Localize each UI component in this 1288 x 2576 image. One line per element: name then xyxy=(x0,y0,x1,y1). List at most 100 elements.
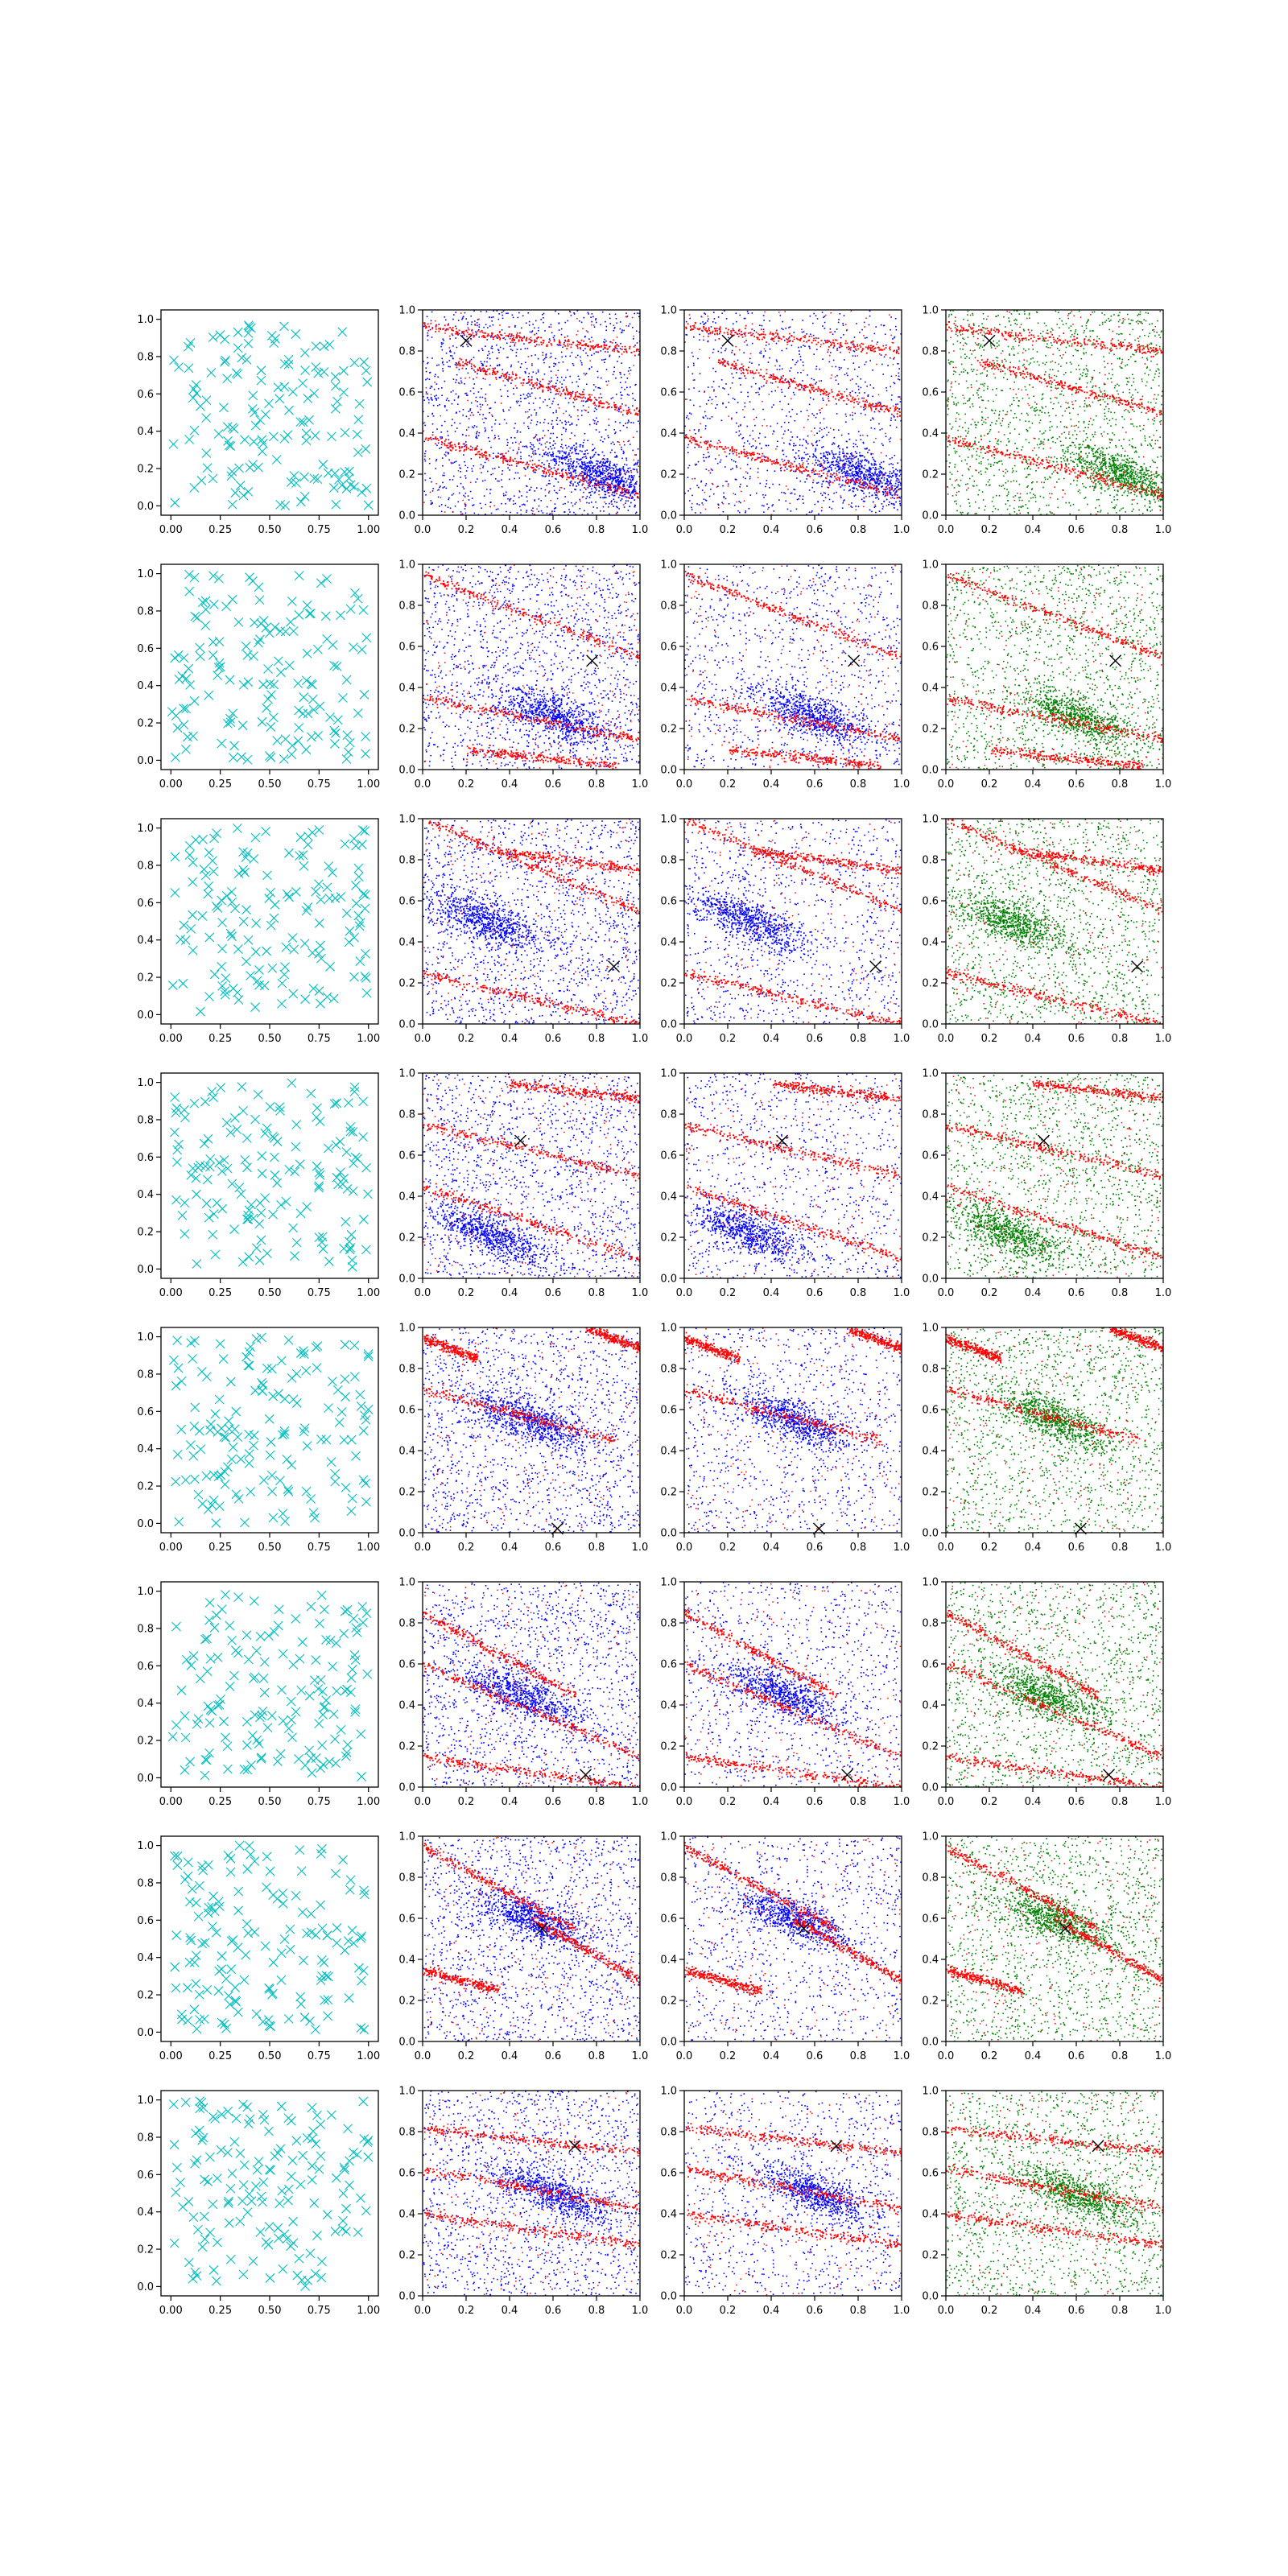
scatter-point xyxy=(529,394,530,395)
scatter-point xyxy=(736,479,737,481)
scatter-point xyxy=(551,356,552,357)
scatter-point xyxy=(774,390,776,392)
scatter-point xyxy=(594,420,596,422)
scatter-point xyxy=(760,457,762,459)
scatter-point xyxy=(859,483,861,485)
scatter-point xyxy=(837,456,839,458)
scatter-point xyxy=(777,441,778,443)
scatter-point xyxy=(779,464,781,466)
scatter-point xyxy=(636,469,638,470)
scatter-point xyxy=(708,333,710,335)
scatter-point xyxy=(727,361,729,363)
scatter-point xyxy=(881,354,882,356)
scatter-point xyxy=(615,314,617,316)
scatter-point xyxy=(546,454,547,456)
scatter-point xyxy=(836,477,837,479)
scatter-point xyxy=(487,355,489,357)
scatter-point xyxy=(700,481,702,483)
scatter-point xyxy=(559,362,560,364)
scatter-point xyxy=(738,426,740,427)
scatter-point xyxy=(561,387,563,389)
scatter-point xyxy=(857,458,859,460)
scatter-point xyxy=(803,457,805,459)
scatter-point xyxy=(551,471,552,473)
scatter-point xyxy=(890,386,891,388)
scatter-point xyxy=(882,506,884,508)
scatter-point xyxy=(448,324,449,326)
scatter-point xyxy=(802,380,803,382)
scatter-point xyxy=(584,481,585,482)
scatter-point xyxy=(608,486,609,488)
scatter-point xyxy=(568,341,570,342)
scatter-point xyxy=(623,485,625,486)
scatter-point xyxy=(484,495,485,497)
scatter-point xyxy=(581,468,583,469)
scatter-point xyxy=(553,485,555,487)
scatter-point xyxy=(861,484,862,485)
scatter-point xyxy=(438,388,440,390)
scatter-point xyxy=(784,470,786,472)
scatter-point xyxy=(635,490,637,492)
scatter-point xyxy=(805,440,807,442)
scatter-point xyxy=(844,359,845,361)
scatter-point xyxy=(627,441,629,443)
scatter-point xyxy=(503,375,505,377)
scatter-point xyxy=(792,359,794,361)
scatter-point xyxy=(695,433,696,435)
scatter-point xyxy=(582,477,584,479)
scatter-point xyxy=(587,355,588,357)
scatter-point xyxy=(628,493,630,494)
scatter-point xyxy=(605,351,606,353)
scatter-point xyxy=(532,448,534,450)
scatter-point xyxy=(864,456,865,458)
scatter-point xyxy=(845,414,847,415)
scatter-point xyxy=(743,352,745,353)
scatter-point xyxy=(538,369,539,371)
scatter-point xyxy=(551,332,553,334)
scatter-point xyxy=(535,453,537,455)
scatter-point xyxy=(556,417,558,419)
scatter-point xyxy=(571,432,572,434)
scatter-point xyxy=(545,489,547,491)
scatter-point xyxy=(896,329,898,331)
scatter-point xyxy=(732,446,733,448)
scatter-point xyxy=(789,411,791,413)
scatter-point xyxy=(432,431,434,433)
scatter-point xyxy=(548,341,550,343)
scatter-point xyxy=(507,467,509,469)
scatter-point xyxy=(815,460,816,461)
scatter-point xyxy=(577,347,579,349)
scatter-point xyxy=(745,402,746,404)
scatter-point xyxy=(717,351,719,353)
scatter-point xyxy=(893,503,894,505)
scatter-point xyxy=(581,466,583,468)
scatter-point xyxy=(827,481,828,483)
scatter-point xyxy=(577,409,579,411)
scatter-point xyxy=(463,331,464,332)
scatter-point xyxy=(859,471,861,473)
scatter-point xyxy=(736,312,737,314)
scatter-point xyxy=(423,326,425,328)
scatter-point xyxy=(771,407,773,408)
scatter-point xyxy=(593,353,595,355)
scatter-point xyxy=(839,452,840,453)
scatter-point xyxy=(590,316,592,318)
scatter-point xyxy=(739,512,741,514)
scatter-point xyxy=(616,455,617,456)
scatter-point xyxy=(815,417,817,419)
scatter-point xyxy=(564,496,566,497)
scatter-point xyxy=(576,444,577,445)
scatter-point xyxy=(878,498,880,500)
scatter-point xyxy=(625,478,626,480)
scatter-point xyxy=(473,336,475,337)
scatter-point xyxy=(630,386,631,388)
scatter-point xyxy=(599,484,601,485)
scatter-point xyxy=(872,494,873,496)
scatter-point xyxy=(475,400,477,402)
scatter-point xyxy=(836,461,837,463)
scatter-point xyxy=(536,382,538,384)
scatter-point xyxy=(814,504,815,506)
scatter-point xyxy=(763,329,765,331)
scatter-point xyxy=(607,436,609,437)
scatter-point xyxy=(766,480,768,481)
